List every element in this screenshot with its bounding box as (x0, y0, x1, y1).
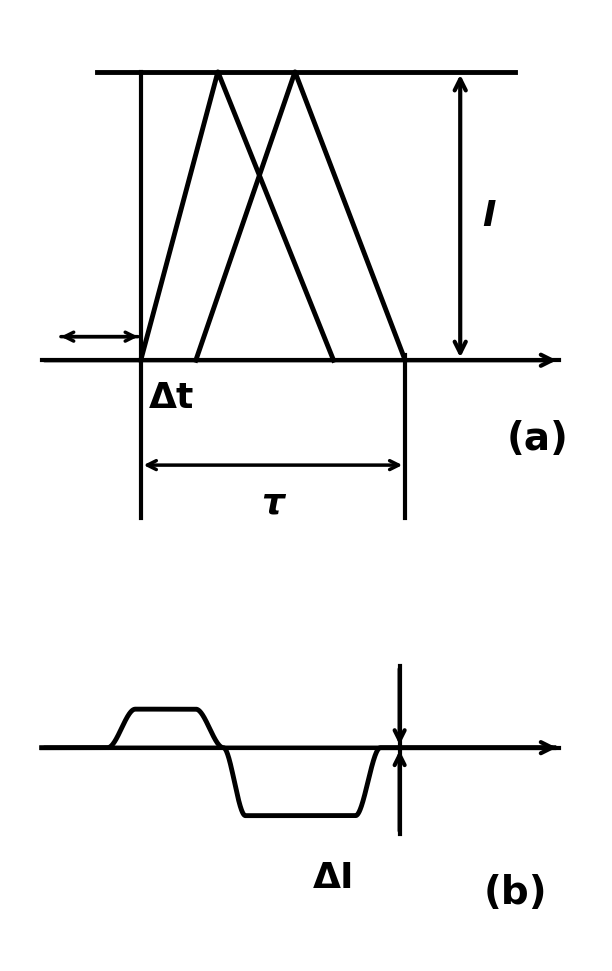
Text: (a): (a) (506, 419, 569, 458)
Text: ΔI: ΔI (313, 861, 354, 895)
Text: I: I (482, 199, 496, 233)
Text: (b): (b) (483, 874, 547, 912)
Text: Δt: Δt (149, 382, 195, 416)
Text: τ: τ (261, 486, 285, 520)
